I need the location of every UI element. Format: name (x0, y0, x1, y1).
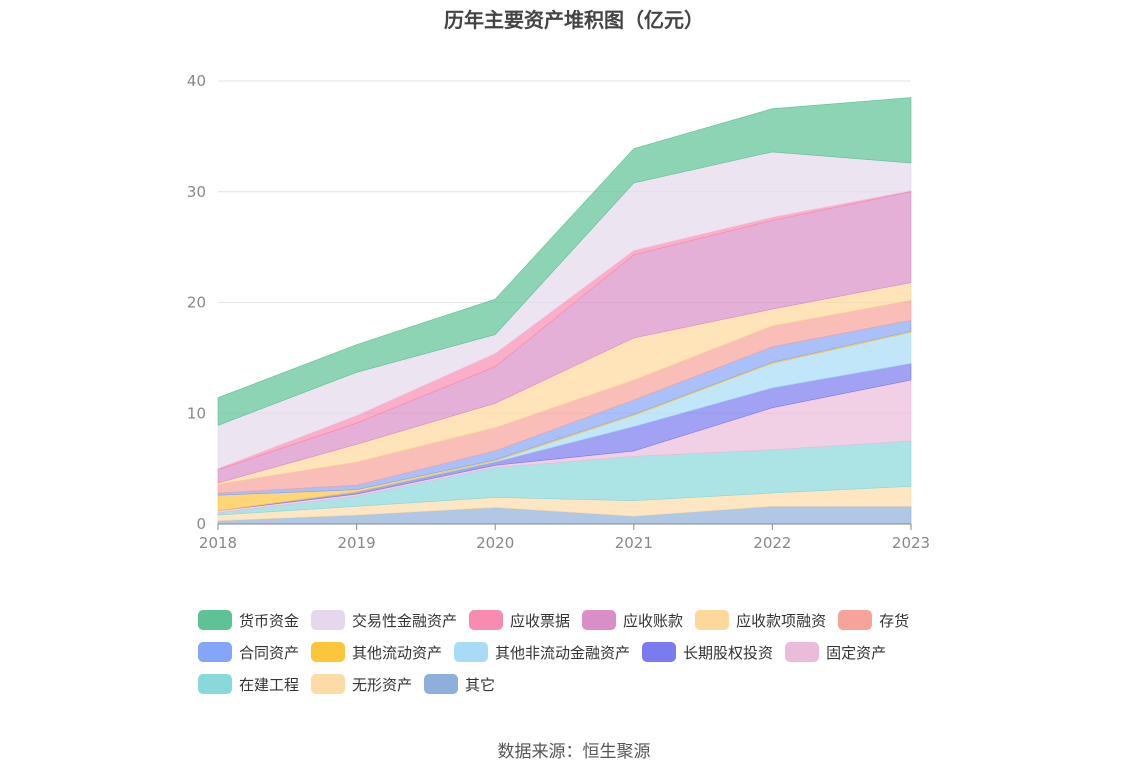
legend-item[interactable]: 其它 (424, 674, 495, 695)
legend-label: 其他流动资产 (352, 643, 443, 662)
chart-title: 历年主要资产堆积图（亿元） (444, 8, 704, 32)
y-tick-label: 30 (187, 183, 206, 201)
x-tick-label: 2022 (753, 534, 791, 552)
x-tick-label: 2018 (199, 534, 237, 552)
stacked-area-chart: 0 10 20 30 40 2018 2019 2020 2021 2022 2023 (187, 72, 930, 552)
legend-item[interactable]: 存货 (838, 610, 909, 631)
legend-item[interactable]: 应收账款 (582, 610, 683, 631)
data-source-note: 数据来源：恒生聚源 (497, 742, 651, 762)
legend-label: 固定资产 (826, 643, 887, 662)
legend-item[interactable]: 无形资产 (311, 674, 412, 695)
legend-label: 应收款项融资 (736, 611, 827, 630)
legend-swatch (311, 674, 346, 694)
legend-swatch (454, 642, 489, 662)
legend-label: 在建工程 (239, 675, 300, 694)
x-tick-label: 2020 (476, 534, 514, 552)
y-tick-label: 20 (187, 294, 206, 312)
legend-row: 货币资金 交易性金融资产 应收票据 应收账款 应收款项融资 存货 (198, 604, 1018, 636)
legend-item[interactable]: 合同资产 (198, 642, 299, 663)
legend-label: 无形资产 (352, 675, 413, 694)
legend-swatch (785, 642, 820, 662)
legend-label: 交易性金融资产 (352, 611, 458, 630)
legend-label: 合同资产 (239, 643, 300, 662)
legend-label: 长期股权投资 (683, 643, 774, 662)
legend-label: 其它 (465, 675, 496, 694)
legend-item[interactable]: 交易性金融资产 (311, 610, 457, 631)
legend-label: 其他非流动金融资产 (495, 643, 631, 662)
legend-swatch (198, 642, 232, 662)
x-tick-label: 2023 (892, 534, 930, 552)
legend-row: 在建工程 无形资产 其它 (198, 668, 1018, 700)
area-series (217, 97, 912, 426)
legend-label: 应收票据 (510, 611, 571, 630)
legend-swatch (582, 610, 617, 630)
x-tick-label: 2021 (615, 534, 653, 552)
legend-swatch (198, 674, 232, 694)
y-tick-label: 0 (196, 515, 206, 533)
legend-swatch (311, 642, 346, 662)
chart-legend: 货币资金 交易性金融资产 应收票据 应收账款 应收款项融资 存货合同资产 其他流动资产 其他非… (198, 604, 1018, 700)
legend-item[interactable]: 长期股权投资 (642, 642, 773, 663)
legend-swatch (469, 610, 504, 630)
y-tick-label: 10 (187, 404, 206, 422)
y-tick-label: 40 (187, 72, 206, 90)
legend-item[interactable]: 其他流动资产 (311, 642, 442, 663)
legend-item[interactable]: 其他非流动金融资产 (454, 642, 630, 663)
legend-swatch (642, 642, 677, 662)
legend-item[interactable]: 应收款项融资 (695, 610, 826, 631)
x-tick-label: 2019 (338, 534, 376, 552)
legend-item[interactable]: 在建工程 (198, 674, 299, 695)
legend-swatch (424, 674, 459, 694)
legend-swatch (198, 610, 232, 630)
legend-row: 合同资产 其他流动资产 其他非流动金融资产 长期股权投资 固定资产 (198, 636, 1018, 668)
legend-item[interactable]: 货币资金 (198, 610, 299, 631)
legend-label: 货币资金 (239, 611, 300, 630)
legend-swatch (695, 610, 730, 630)
legend-label: 应收账款 (623, 611, 684, 630)
legend-item[interactable]: 固定资产 (785, 642, 886, 663)
legend-swatch (311, 610, 346, 630)
legend-item[interactable]: 应收票据 (469, 610, 570, 631)
legend-label: 存货 (879, 611, 910, 630)
legend-swatch (838, 610, 873, 630)
